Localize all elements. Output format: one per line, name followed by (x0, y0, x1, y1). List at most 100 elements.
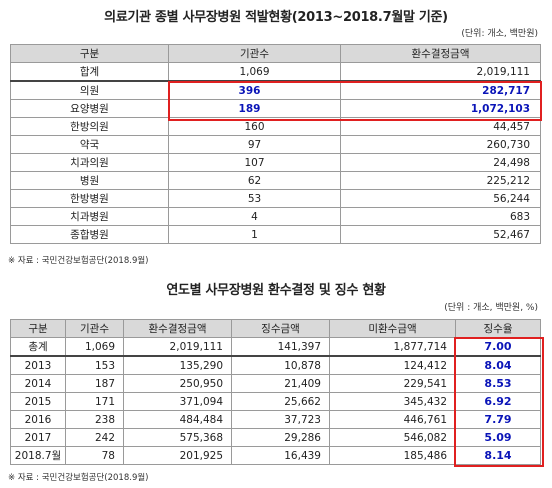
row-collected: 10,878 (231, 355, 330, 375)
table-row: 요양병원 189 1,072,103 (10, 99, 541, 118)
row-label: 병원 (10, 171, 169, 190)
table-row: 한방의원 160 44,457 (10, 117, 541, 136)
row-label: 요양병원 (10, 99, 169, 118)
table-header-row: 구분 기관수 환수결정금액 징수금액 미환수금액 징수율 (10, 319, 541, 338)
table1-unit: (단위: 개소, 백만원) (461, 29, 538, 39)
table-row: 2018.7월 78 201,925 16,439 185,486 8.14 (10, 446, 541, 465)
row-unrecovered: 1,877,714 (329, 337, 456, 357)
row-count: 242 (65, 428, 124, 447)
row-rate: 8.14 (455, 446, 541, 465)
table-row: 한방병원 53 56,244 (10, 189, 541, 208)
table-row: 2016 238 484,484 37,723 446,761 7.79 (10, 410, 541, 429)
row-rate: 5.09 (455, 428, 541, 447)
row-label: 한방의원 (10, 117, 169, 136)
row-label: 치과의원 (10, 153, 169, 172)
row-label: 치과병원 (10, 207, 169, 226)
row-label: 2014 (10, 374, 66, 393)
table-yearly-recovery: 구분 기관수 환수결정금액 징수금액 미환수금액 징수율 총계 1,069 2,… (10, 319, 541, 465)
row-decided: 135,290 (123, 355, 232, 375)
row-label: 2017 (10, 428, 66, 447)
table-row: 2013 153 135,290 10,878 124,412 8.04 (10, 355, 541, 375)
row-count: 189 (168, 99, 341, 118)
row-count: 1 (168, 225, 341, 244)
table-row: 치과의원 107 24,498 (10, 153, 541, 172)
row-amount: 44,457 (340, 117, 541, 136)
row-unrecovered: 446,761 (329, 410, 456, 429)
row-label: 2016 (10, 410, 66, 429)
table-row: 병원 62 225,212 (10, 171, 541, 190)
col-header-rate: 징수율 (455, 319, 541, 338)
row-rate: 7.00 (455, 337, 541, 357)
table-row: 총계 1,069 2,019,111 141,397 1,877,714 7.0… (10, 337, 541, 357)
row-label: 2018.7월 (10, 446, 66, 465)
row-count: 238 (65, 410, 124, 429)
row-collected: 29,286 (231, 428, 330, 447)
row-amount: 2,019,111 (340, 62, 541, 82)
col-header-unrecovered: 미환수금액 (329, 319, 456, 338)
row-amount: 56,244 (340, 189, 541, 208)
table-row: 2017 242 575,368 29,286 546,082 5.09 (10, 428, 541, 447)
row-count: 78 (65, 446, 124, 465)
row-rate: 8.53 (455, 374, 541, 393)
table-institution-types: 구분 기관수 환수결정금액 합계 1,069 2,019,111 의원 396 … (10, 44, 541, 244)
row-decided: 2,019,111 (123, 337, 232, 357)
row-label: 의원 (10, 80, 169, 100)
table-header-row: 구분 기관수 환수결정금액 (10, 44, 541, 63)
row-rate: 6.92 (455, 392, 541, 411)
row-collected: 21,409 (231, 374, 330, 393)
row-count: 4 (168, 207, 341, 226)
table-row: 의원 396 282,717 (10, 80, 541, 100)
col-header-category: 구분 (10, 319, 66, 338)
col-header-amount: 환수결정금액 (340, 44, 541, 63)
table2-source: ※ 자료 : 국민건강보험공단(2018.9월) (8, 473, 149, 483)
table2-title: 연도별 사무장병원 환수결정 및 징수 현황 (166, 283, 386, 298)
row-count: 62 (168, 171, 341, 190)
row-collected: 141,397 (231, 337, 330, 357)
row-decided: 250,950 (123, 374, 232, 393)
row-label: 한방병원 (10, 189, 169, 208)
table1-source: ※ 자료 : 국민건강보험공단(2018.9월) (8, 256, 149, 266)
row-amount: 24,498 (340, 153, 541, 172)
row-count: 171 (65, 392, 124, 411)
row-count: 97 (168, 135, 341, 154)
row-count: 53 (168, 189, 341, 208)
table-row: 치과병원 4 683 (10, 207, 541, 226)
row-count: 160 (168, 117, 341, 136)
row-count: 187 (65, 374, 124, 393)
row-rate: 8.04 (455, 355, 541, 375)
col-header-collected: 징수금액 (231, 319, 330, 338)
row-amount: 52,467 (340, 225, 541, 244)
table-row: 약국 97 260,730 (10, 135, 541, 154)
row-count: 1,069 (65, 337, 124, 357)
row-unrecovered: 229,541 (329, 374, 456, 393)
row-collected: 37,723 (231, 410, 330, 429)
row-unrecovered: 345,432 (329, 392, 456, 411)
row-unrecovered: 124,412 (329, 355, 456, 375)
row-amount: 260,730 (340, 135, 541, 154)
row-count: 107 (168, 153, 341, 172)
row-label: 합계 (10, 62, 169, 82)
row-unrecovered: 185,486 (329, 446, 456, 465)
row-unrecovered: 546,082 (329, 428, 456, 447)
row-label: 2013 (10, 355, 66, 375)
row-count: 153 (65, 355, 124, 375)
table2-unit: (단위 : 개소, 백만원, %) (444, 303, 538, 313)
col-header-category: 구분 (10, 44, 169, 63)
row-decided: 575,368 (123, 428, 232, 447)
row-label: 약국 (10, 135, 169, 154)
row-collected: 25,662 (231, 392, 330, 411)
row-amount: 683 (340, 207, 541, 226)
row-rate: 7.79 (455, 410, 541, 429)
row-count: 396 (168, 80, 341, 100)
table-row: 2015 171 371,094 25,662 345,432 6.92 (10, 392, 541, 411)
table-row: 합계 1,069 2,019,111 (10, 62, 541, 82)
row-count: 1,069 (168, 62, 341, 82)
col-header-count: 기관수 (168, 44, 341, 63)
row-amount: 1,072,103 (340, 99, 541, 118)
col-header-count: 기관수 (65, 319, 124, 338)
table1-title: 의료기관 종별 사무장병원 적발현황(2013~2018.7월말 기준) (104, 10, 448, 25)
table-row: 2014 187 250,950 21,409 229,541 8.53 (10, 374, 541, 393)
table-row: 종합병원 1 52,467 (10, 225, 541, 244)
col-header-decided: 환수결정금액 (123, 319, 232, 338)
row-decided: 201,925 (123, 446, 232, 465)
